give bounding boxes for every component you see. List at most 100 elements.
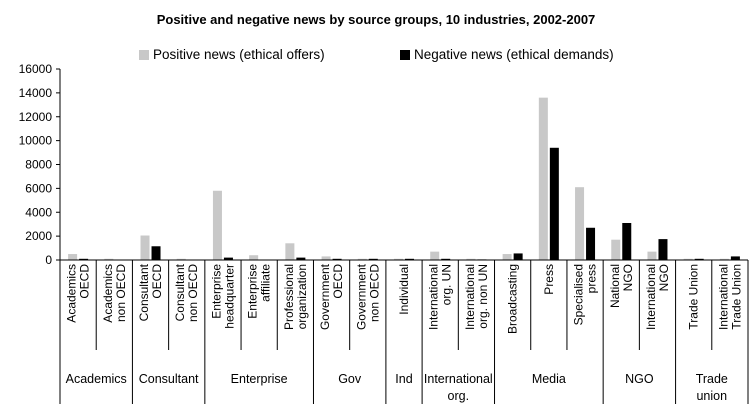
category-label-line: National bbox=[608, 264, 622, 308]
category-label: ConsultantOECD bbox=[137, 263, 164, 321]
bar-positive bbox=[430, 251, 440, 260]
category-label: Trade Union bbox=[687, 264, 701, 330]
bar-negative bbox=[368, 258, 378, 260]
y-tick-label: 12000 bbox=[19, 110, 53, 124]
bar-positive bbox=[394, 258, 403, 260]
category-label: GovernmentOECD bbox=[318, 263, 345, 330]
category-label-line: Government bbox=[318, 263, 332, 330]
y-tick-label: 16000 bbox=[19, 62, 53, 76]
category-label-line: Consultant bbox=[173, 263, 187, 321]
group-label-line: Academics bbox=[66, 372, 127, 386]
category-label: InternationalNGO bbox=[644, 264, 671, 330]
category-label-line: Consultant bbox=[137, 263, 151, 321]
bar-negative bbox=[223, 257, 233, 260]
category-label: Internationalorg. non UN bbox=[463, 264, 490, 330]
bar-positive bbox=[104, 258, 114, 260]
category-label: Press bbox=[542, 264, 556, 295]
group-label-line: Trade bbox=[696, 372, 728, 386]
bar-negative bbox=[332, 258, 342, 260]
category-label-line: org. non UN bbox=[476, 264, 490, 329]
group-label: Gov bbox=[338, 372, 362, 386]
category-label-line: Academics bbox=[101, 264, 115, 323]
y-tick-label: 6000 bbox=[25, 181, 52, 195]
category-label-line: non OECD bbox=[367, 264, 381, 322]
category-label-line: Government bbox=[354, 263, 368, 330]
category-label-line: International bbox=[463, 264, 477, 330]
bar-positive bbox=[321, 256, 331, 260]
category-label-line: Trade Union bbox=[729, 264, 743, 330]
category-label-line: Enterprise bbox=[246, 264, 260, 319]
y-tick-label: 8000 bbox=[25, 158, 52, 172]
bar-negative bbox=[694, 258, 704, 260]
bar-positive bbox=[249, 255, 259, 260]
y-axis: 0 2000 4000 6000 8000 10000 12000 14000 16000 bbox=[19, 62, 61, 267]
group-label-line: union bbox=[696, 389, 727, 403]
category-label-line: Specialised bbox=[572, 264, 586, 325]
category-label: Specialisedpress bbox=[572, 264, 599, 325]
bar-positive bbox=[647, 251, 657, 260]
bar-negative bbox=[441, 258, 451, 260]
chart-title: Positive and negative news by source gro… bbox=[157, 12, 596, 27]
category-label-line: affiliate bbox=[259, 264, 273, 302]
group-label-line: International bbox=[424, 372, 493, 386]
bar-negative bbox=[622, 222, 632, 260]
bar-positive bbox=[575, 187, 585, 260]
category-label-line: International bbox=[716, 264, 730, 330]
bar-positive bbox=[719, 258, 729, 260]
bar-positive bbox=[538, 97, 548, 261]
category-label: Governmentnon OECD bbox=[354, 263, 381, 330]
bar-positive bbox=[176, 258, 186, 260]
y-tick-label: 10000 bbox=[19, 134, 53, 148]
group-label-line: NGO bbox=[625, 372, 654, 386]
group-label-line: Gov bbox=[338, 372, 362, 386]
category-label-line: Press bbox=[542, 264, 556, 295]
legend-swatch-negative bbox=[400, 50, 410, 60]
category-label-line: press bbox=[585, 264, 599, 293]
category-label-line: organization bbox=[295, 264, 309, 329]
category-label-line: OECD bbox=[331, 264, 345, 299]
category-label-line: Professional bbox=[282, 264, 296, 330]
bars bbox=[68, 97, 740, 261]
category-label-line: International bbox=[427, 264, 441, 330]
group-label: Trade union bbox=[696, 372, 728, 403]
y-tick-label: 4000 bbox=[25, 205, 52, 219]
category-label-line: Individual bbox=[397, 264, 411, 315]
group-label-line: Consultant bbox=[139, 372, 199, 386]
bar-negative bbox=[549, 147, 559, 260]
legend-label-positive: Positive news (ethical offers) bbox=[153, 47, 325, 62]
category-label-line: Enterprise bbox=[209, 264, 223, 319]
y-tick-label: 2000 bbox=[25, 229, 52, 243]
group-label-line: Enterprise bbox=[231, 372, 288, 386]
category-label: Consultantnon OECD bbox=[173, 263, 200, 322]
bar-positive bbox=[466, 258, 476, 260]
group-label: International org. bbox=[424, 372, 493, 403]
category-label: Academicsnon OECD bbox=[101, 264, 128, 323]
bar-negative bbox=[730, 256, 740, 260]
category-label-line: OECD bbox=[78, 264, 92, 299]
category-label-line: non OECD bbox=[114, 264, 128, 322]
bar-positive bbox=[683, 258, 693, 260]
category-label-line: NGO bbox=[621, 264, 635, 291]
group-label: Media bbox=[532, 372, 566, 386]
category-label-line: non OECD bbox=[186, 264, 200, 322]
bar-negative bbox=[513, 253, 523, 260]
group-label: Ind bbox=[395, 372, 412, 386]
bar-negative bbox=[586, 227, 596, 260]
category-label-line: org. UN bbox=[440, 264, 454, 305]
group-label-line: Ind bbox=[395, 372, 412, 386]
group-label-line: org. bbox=[448, 389, 470, 403]
bar-positive bbox=[140, 235, 150, 260]
category-label: Broadcasting bbox=[506, 264, 520, 334]
category-label: Enterpriseheadquarter bbox=[209, 264, 236, 329]
category-label: Professionalorganization bbox=[282, 264, 309, 330]
category-label-line: Academics bbox=[65, 264, 79, 323]
category-label-line: OECD bbox=[150, 264, 164, 299]
bar-positive bbox=[357, 258, 367, 260]
category-label: NationalNGO bbox=[608, 264, 635, 308]
category-label: Individual bbox=[397, 264, 411, 315]
bar-positive bbox=[502, 254, 512, 260]
bar-negative bbox=[405, 258, 414, 260]
x-axis: AcademicsOECD Academicsnon OECD Consultant… bbox=[59, 259, 749, 404]
category-label: AcademicsOECD bbox=[65, 264, 92, 323]
